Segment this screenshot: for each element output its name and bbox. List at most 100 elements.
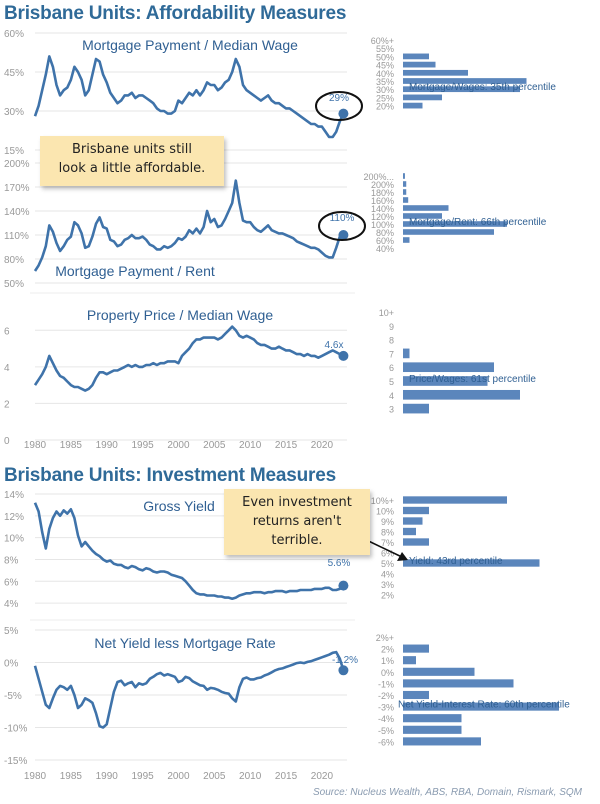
- histogram-tick-label: 50%: [376, 52, 394, 62]
- histogram-tick-label: 5: [389, 377, 394, 387]
- histogram-bar: [403, 362, 494, 373]
- histogram-tick-label: 25%: [376, 93, 394, 103]
- histogram-tick-label: 2%+: [376, 633, 394, 643]
- histogram-bar: [403, 181, 407, 187]
- percentile-caption: Net Yield-Interest Rate: 60th percentile: [398, 700, 570, 711]
- histogram-tick-label: 200%: [371, 180, 394, 190]
- histogram-bar: [403, 538, 429, 546]
- histogram-bar: [403, 197, 409, 203]
- y-tick-label: 0: [4, 436, 10, 447]
- histogram-tick-label: 9%: [381, 517, 394, 527]
- histogram-bar: [403, 213, 442, 219]
- y-tick-label: 2: [4, 399, 10, 410]
- series-line: [33, 55, 345, 139]
- x-tick-label: 2015: [275, 440, 298, 451]
- histogram-tick-label: -4%: [378, 714, 394, 724]
- investment-section-title: Brisbane Units: Investment Measures: [4, 465, 336, 486]
- histogram-tick-label: 9: [389, 322, 394, 332]
- histogram-bar: [403, 667, 475, 676]
- x-tick-label: 2020: [311, 440, 334, 451]
- histogram-1: 60%+55%50%45%40%35%30%25%20% Mortgage/Wag…: [371, 36, 557, 112]
- y-tick-label: 0%: [4, 659, 19, 670]
- histogram-bar: [403, 102, 423, 109]
- histogram-tick-label: 100%: [371, 220, 394, 230]
- x-tick-label: 1990: [96, 771, 119, 782]
- histogram-tick-label: 200%...: [363, 172, 394, 182]
- y-tick-label: 4%: [4, 599, 19, 610]
- histogram-bar: [403, 348, 410, 359]
- histogram-bar: [403, 496, 507, 504]
- x-tick-label: 2010: [239, 771, 262, 782]
- histogram-bar: [403, 527, 416, 536]
- histogram-4: 10%+10%9%8%7%6%5%4%3%2% Yield: 43rd perce…: [371, 496, 540, 601]
- histogram-tick-label: 40%: [376, 244, 394, 254]
- histogram-bar: [403, 702, 559, 711]
- histogram-bar: [403, 376, 488, 386]
- histogram-bar: [403, 656, 416, 665]
- histogram-tick-label: -2%: [378, 691, 394, 701]
- panel-title: Mortgage Payment / Median Wage: [82, 37, 298, 53]
- histogram-bar: [403, 221, 507, 227]
- histogram-tick-label: 60%: [376, 236, 394, 246]
- y-tick-label: 6%: [4, 577, 19, 588]
- series-line: [33, 502, 345, 600]
- y-tick-label: 60%: [4, 29, 24, 40]
- percentile-caption: Mortgage/Wages: 35th percentile: [409, 82, 556, 93]
- series-line: [33, 325, 344, 392]
- histogram-tick-label: 35%: [376, 77, 394, 87]
- histogram-bar: [403, 173, 405, 179]
- histogram-tick-label: 30%: [376, 85, 394, 95]
- series-line: [33, 179, 344, 272]
- histogram-bar: [403, 389, 520, 400]
- histogram-tick-label: 2%: [381, 645, 394, 655]
- y-tick-label: 170%: [4, 183, 30, 194]
- histogram-bar: [403, 61, 436, 68]
- percentile-caption: Mortgage/Rent: 66th percentile: [409, 217, 547, 228]
- x-tick-label: 2015: [275, 771, 298, 782]
- y-tick-label: 6: [4, 326, 10, 337]
- histogram-tick-label: 8%: [381, 528, 394, 538]
- y-tick-label: 12%: [4, 512, 24, 523]
- affordability-section-title: Brisbane Units: Affordability Measures: [4, 3, 347, 24]
- last-value-marker: [338, 665, 349, 676]
- histogram-tick-label: 10%: [376, 507, 394, 517]
- x-tick-label: 1995: [131, 440, 154, 451]
- histogram-tick-label: 20%: [376, 102, 394, 112]
- histogram-bar: [403, 644, 429, 653]
- y-tick-label: 4: [4, 363, 10, 374]
- x-tick-label: 1980: [24, 771, 47, 782]
- y-tick-label: 200%: [4, 159, 30, 170]
- histogram-tick-label: 2%: [381, 591, 394, 601]
- panel-title: Property Price / Median Wage: [87, 307, 273, 323]
- histogram-tick-label: -3%: [378, 703, 394, 713]
- histogram-bar: [403, 737, 481, 746]
- y-tick-label: -10%: [4, 724, 27, 735]
- highlight-circle: [315, 91, 363, 121]
- histogram-tick-label: 4%: [381, 570, 394, 580]
- percentile-caption: Yield: 43rd percentile: [409, 556, 503, 567]
- series-line: [33, 650, 345, 729]
- histogram-3: 10+ 9 8 7 6 5 4 3 Price/Wages: 61st percentile: [379, 308, 537, 415]
- last-value-label: 110%: [330, 213, 355, 224]
- histogram-tick-label: -6%: [378, 737, 394, 747]
- histogram-5: 2%+ 2%1% 0%-1% -2% -3%-4% -5%-6% Net Yield-Int…: [376, 633, 570, 747]
- histogram-tick-label: 6%: [381, 549, 394, 559]
- histogram-bar: [403, 229, 494, 235]
- y-tick-label: 45%: [4, 68, 24, 79]
- histogram-tick-label: 45%: [376, 61, 394, 71]
- x-tick-label: 1985: [60, 440, 83, 451]
- histogram-tick-label: 160%: [371, 196, 394, 206]
- y-tick-label: 5%: [4, 626, 19, 637]
- y-tick-label: 80%: [4, 255, 24, 266]
- x-tick-label: 1985: [60, 771, 83, 782]
- x-tick-label: 2020: [311, 771, 334, 782]
- histogram-bar: [403, 714, 462, 723]
- histogram-bar: [403, 517, 423, 525]
- histogram-tick-label: 60%+: [371, 36, 394, 46]
- histogram-tick-label: 0%: [381, 668, 394, 678]
- y-tick-label: 140%: [4, 207, 30, 218]
- histogram-tick-label: 6: [389, 363, 394, 373]
- source-footnote: Source: Nucleus Wealth, ABS, RBA, Domain…: [313, 787, 582, 798]
- histogram-bar: [403, 205, 449, 211]
